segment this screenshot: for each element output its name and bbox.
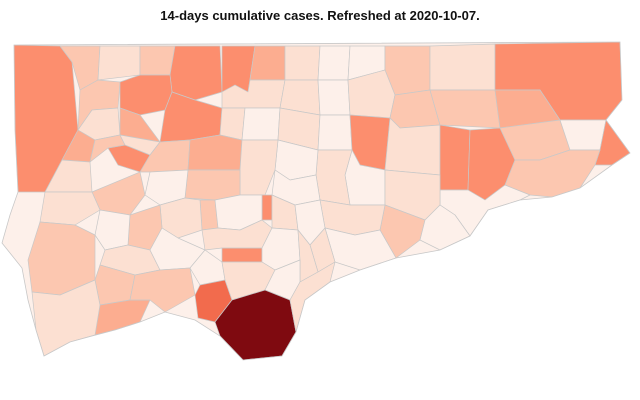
neighbourhood[interactable] [429, 89, 501, 129]
neighbourhood[interactable] [261, 194, 273, 221]
neighbourhood[interactable] [39, 191, 101, 226]
neighbourhood[interactable] [439, 124, 471, 191]
neighbourhood[interactable] [317, 45, 351, 81]
neighbourhood[interactable] [221, 247, 263, 263]
neighbourhood[interactable] [187, 134, 243, 171]
neighbourhood[interactable] [169, 45, 223, 101]
neighbourhood[interactable] [119, 74, 173, 116]
neighbourhood[interactable] [241, 107, 281, 141]
city-outline [1, 41, 631, 361]
neighbourhood[interactable] [317, 79, 351, 116]
neighbourhood[interactable] [97, 45, 141, 81]
neighbourhood[interactable] [89, 134, 126, 163]
neighbourhood[interactable] [219, 107, 246, 141]
neighbourhood[interactable] [429, 43, 496, 91]
neighbourhood[interactable] [284, 45, 321, 81]
neighbourhood[interactable] [184, 169, 241, 201]
neighbourhoods [2, 42, 630, 360]
neighbourhood[interactable] [139, 45, 176, 76]
neighbourhood[interactable] [129, 267, 196, 313]
neighbourhood[interactable] [249, 45, 286, 81]
neighbourhood[interactable] [317, 114, 353, 151]
neighbourhood[interactable] [94, 299, 151, 336]
map-title: 14-days cumulative cases. Refreshed at 2… [160, 8, 480, 23]
